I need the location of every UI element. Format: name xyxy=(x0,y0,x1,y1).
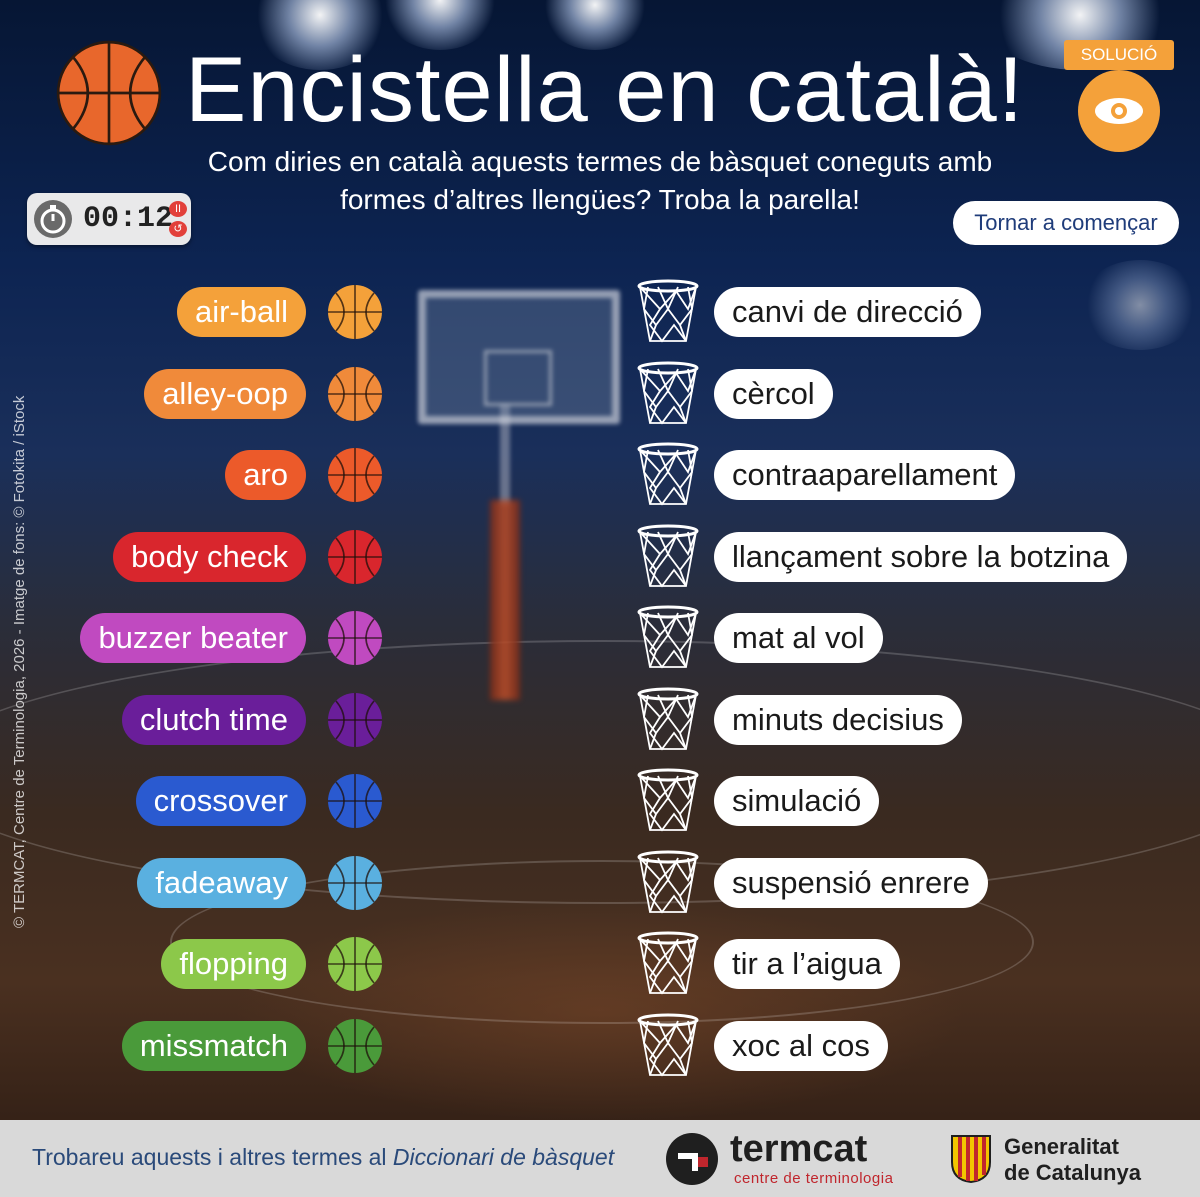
hoop-icon[interactable] xyxy=(636,279,700,351)
answer-pill[interactable]: suspensió enrere xyxy=(714,857,988,908)
solution-button[interactable]: SOLUCIÓ xyxy=(1064,40,1174,152)
solution-label: SOLUCIÓ xyxy=(1064,40,1174,70)
court-line xyxy=(170,860,1034,1024)
hoop-icon[interactable] xyxy=(636,850,700,922)
answer-pill[interactable]: xoc al cos xyxy=(714,1020,888,1071)
term-pill[interactable]: crossover xyxy=(135,776,306,826)
subtitle-line: formes d’altres llengües? Troba la parel… xyxy=(340,184,860,215)
subtitle: Com diries en català aquests termes de b… xyxy=(150,143,1050,219)
backboard xyxy=(418,290,620,424)
hoop-pole xyxy=(490,500,520,700)
answer-pill[interactable]: minuts decisius xyxy=(714,694,962,745)
term-pill[interactable]: clutch time xyxy=(121,694,306,745)
timer: 00:12 II ↺ xyxy=(27,193,191,245)
answer-pill[interactable]: cèrcol xyxy=(714,368,833,419)
hoop-icon[interactable] xyxy=(636,361,700,433)
footer-text-prefix: Trobareu aquests i altres termes al xyxy=(32,1144,393,1170)
timer-value: 00:12 xyxy=(83,202,174,236)
reset-icon[interactable]: ↺ xyxy=(169,221,187,237)
basketball-icon[interactable] xyxy=(327,692,383,748)
term-pill[interactable]: air-ball xyxy=(176,287,306,337)
image-credit: © TERMCAT, Centre de Terminologia, 2026 … xyxy=(11,395,28,928)
basketball-icon[interactable] xyxy=(327,610,383,666)
basketball-icon[interactable] xyxy=(327,284,383,340)
basketball-icon[interactable] xyxy=(327,447,383,503)
hoop-icon[interactable] xyxy=(636,442,700,514)
footer: Trobareu aquests i altres termes al Dicc… xyxy=(0,1120,1200,1197)
term-pill[interactable]: aro xyxy=(225,450,306,500)
term-pill[interactable]: buzzer beater xyxy=(80,613,306,663)
stopwatch-icon xyxy=(34,200,72,238)
answer-pill[interactable]: simulació xyxy=(714,776,880,826)
answer-pill[interactable]: canvi de direcció xyxy=(714,287,981,337)
answer-pill[interactable]: tir a l’aigua xyxy=(714,939,900,989)
hoop-arm xyxy=(500,405,510,505)
pause-icon[interactable]: II xyxy=(169,201,187,217)
hoop-icon[interactable] xyxy=(636,931,700,1003)
answer-pill[interactable]: llançament sobre la botzina xyxy=(714,531,1128,582)
subtitle-line: Com diries en català aquests termes de b… xyxy=(207,146,993,177)
basketball-icon[interactable] xyxy=(327,773,383,829)
term-pill[interactable]: fadeaway xyxy=(137,857,306,908)
timer-controls: II ↺ xyxy=(167,201,187,237)
termcat-subtitle: centre de terminologia xyxy=(734,1170,894,1187)
termcat-name: termcat xyxy=(730,1128,868,1170)
generalitat-shield-icon xyxy=(951,1135,991,1184)
term-pill[interactable]: missmatch xyxy=(121,1020,306,1071)
backboard-square xyxy=(484,350,552,406)
hoop-icon[interactable] xyxy=(636,1013,700,1085)
hoop-icon[interactable] xyxy=(636,605,700,677)
basketball-icon[interactable] xyxy=(327,529,383,585)
term-pill[interactable]: alley-oop xyxy=(144,368,306,419)
hoop-icon[interactable] xyxy=(636,687,700,759)
term-pill[interactable]: body check xyxy=(113,531,306,582)
answer-pill[interactable]: mat al vol xyxy=(714,613,883,663)
termcat-logo-icon xyxy=(666,1133,718,1185)
basketball-icon[interactable] xyxy=(327,936,383,992)
hoop-icon[interactable] xyxy=(636,524,700,596)
generalitat-line: de Catalunya xyxy=(1004,1160,1141,1185)
page-title: Encistella en català! xyxy=(185,39,1025,141)
answer-pill[interactable]: contraaparellament xyxy=(714,450,1016,500)
basketball-icon[interactable] xyxy=(327,855,383,911)
restart-button[interactable]: Tornar a començar xyxy=(953,201,1179,245)
term-pill[interactable]: flopping xyxy=(161,939,306,989)
dictionary-link[interactable]: Diccionari de bàsquet xyxy=(392,1144,615,1170)
footer-text: Trobareu aquests i altres termes al Dicc… xyxy=(32,1142,614,1172)
solution-circle xyxy=(1078,70,1160,152)
generalitat-name: Generalitat de Catalunya xyxy=(1004,1134,1141,1186)
basketball-icon xyxy=(56,40,162,146)
basketball-icon[interactable] xyxy=(327,366,383,422)
hoop-icon[interactable] xyxy=(636,768,700,840)
eye-icon xyxy=(1095,98,1143,124)
basketball-icon[interactable] xyxy=(327,1018,383,1074)
generalitat-line: Generalitat xyxy=(1004,1134,1119,1159)
stadium-light xyxy=(1080,260,1200,350)
